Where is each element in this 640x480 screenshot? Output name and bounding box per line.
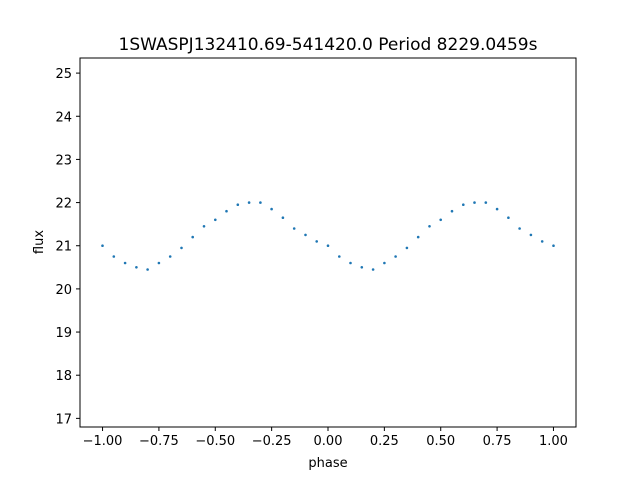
x-tick-label: 0.50 — [426, 434, 455, 449]
data-point — [394, 255, 397, 258]
data-point — [315, 240, 319, 243]
data-point — [552, 244, 555, 247]
x-tick-label: 0.75 — [483, 434, 512, 449]
data-point — [338, 255, 341, 258]
x-tick-label: 1.00 — [539, 434, 568, 449]
data-point — [214, 218, 217, 222]
y-tick-label: 21 — [55, 240, 72, 255]
data-point — [101, 244, 104, 247]
x-axis-label: phase — [308, 456, 347, 471]
y-tick-label: 17 — [55, 412, 72, 427]
data-point — [383, 261, 386, 265]
data-point — [259, 201, 262, 204]
x-tick-label: −1.00 — [83, 434, 123, 449]
data-point — [225, 209, 228, 213]
y-tick-label: 24 — [55, 110, 72, 125]
data-point — [349, 261, 352, 265]
y-tick-label: 18 — [55, 369, 72, 384]
data-point — [495, 207, 499, 211]
data-point — [416, 235, 420, 239]
y-tick-label: 23 — [55, 153, 72, 168]
data-point — [123, 261, 127, 265]
y-tick-label: 19 — [55, 326, 72, 341]
data-point — [281, 216, 285, 219]
x-axis-ticks: −1.00 −0.75 −0.50 −0.25 0.00 0.25 0.50 0.75 1.00 — [83, 427, 568, 449]
y-axis-ticks: 17 18 19 20 21 22 23 24 25 — [55, 67, 80, 427]
data-point — [168, 255, 172, 258]
data-point — [304, 233, 307, 237]
data-point — [540, 240, 544, 243]
data-point — [247, 201, 251, 204]
x-tick-label: −0.75 — [139, 434, 179, 449]
data-point — [180, 246, 183, 250]
data-point — [484, 201, 488, 204]
data-point — [473, 201, 476, 204]
data-point — [507, 216, 510, 219]
data-point — [112, 255, 116, 258]
data-point — [450, 209, 454, 213]
y-tick-label: 25 — [55, 67, 72, 82]
data-point — [157, 261, 161, 265]
data-point — [292, 227, 296, 230]
data-point — [191, 235, 194, 239]
x-tick-label: −0.25 — [252, 434, 292, 449]
y-tick-label: 20 — [55, 283, 72, 298]
data-point — [146, 268, 149, 271]
data-point — [270, 207, 273, 211]
x-tick-label: 0.00 — [314, 434, 343, 449]
x-tick-label: 0.25 — [370, 434, 399, 449]
data-point — [135, 266, 138, 269]
data-point — [371, 268, 375, 271]
data-point — [518, 227, 521, 230]
x-tick-label: −0.50 — [195, 434, 235, 449]
data-point — [360, 266, 364, 269]
data-point — [405, 246, 409, 250]
data-point — [529, 233, 533, 237]
data-point — [326, 244, 330, 247]
data-point — [236, 203, 240, 206]
data-points — [101, 201, 555, 271]
y-tick-label: 22 — [55, 197, 72, 212]
chart-title: 1SWASPJ132410.69-541420.0 Period 8229.04… — [119, 35, 538, 55]
y-axis-label: flux — [32, 230, 47, 254]
data-point — [462, 203, 465, 206]
data-point — [428, 225, 431, 228]
data-point — [202, 225, 206, 228]
data-point — [439, 218, 443, 222]
